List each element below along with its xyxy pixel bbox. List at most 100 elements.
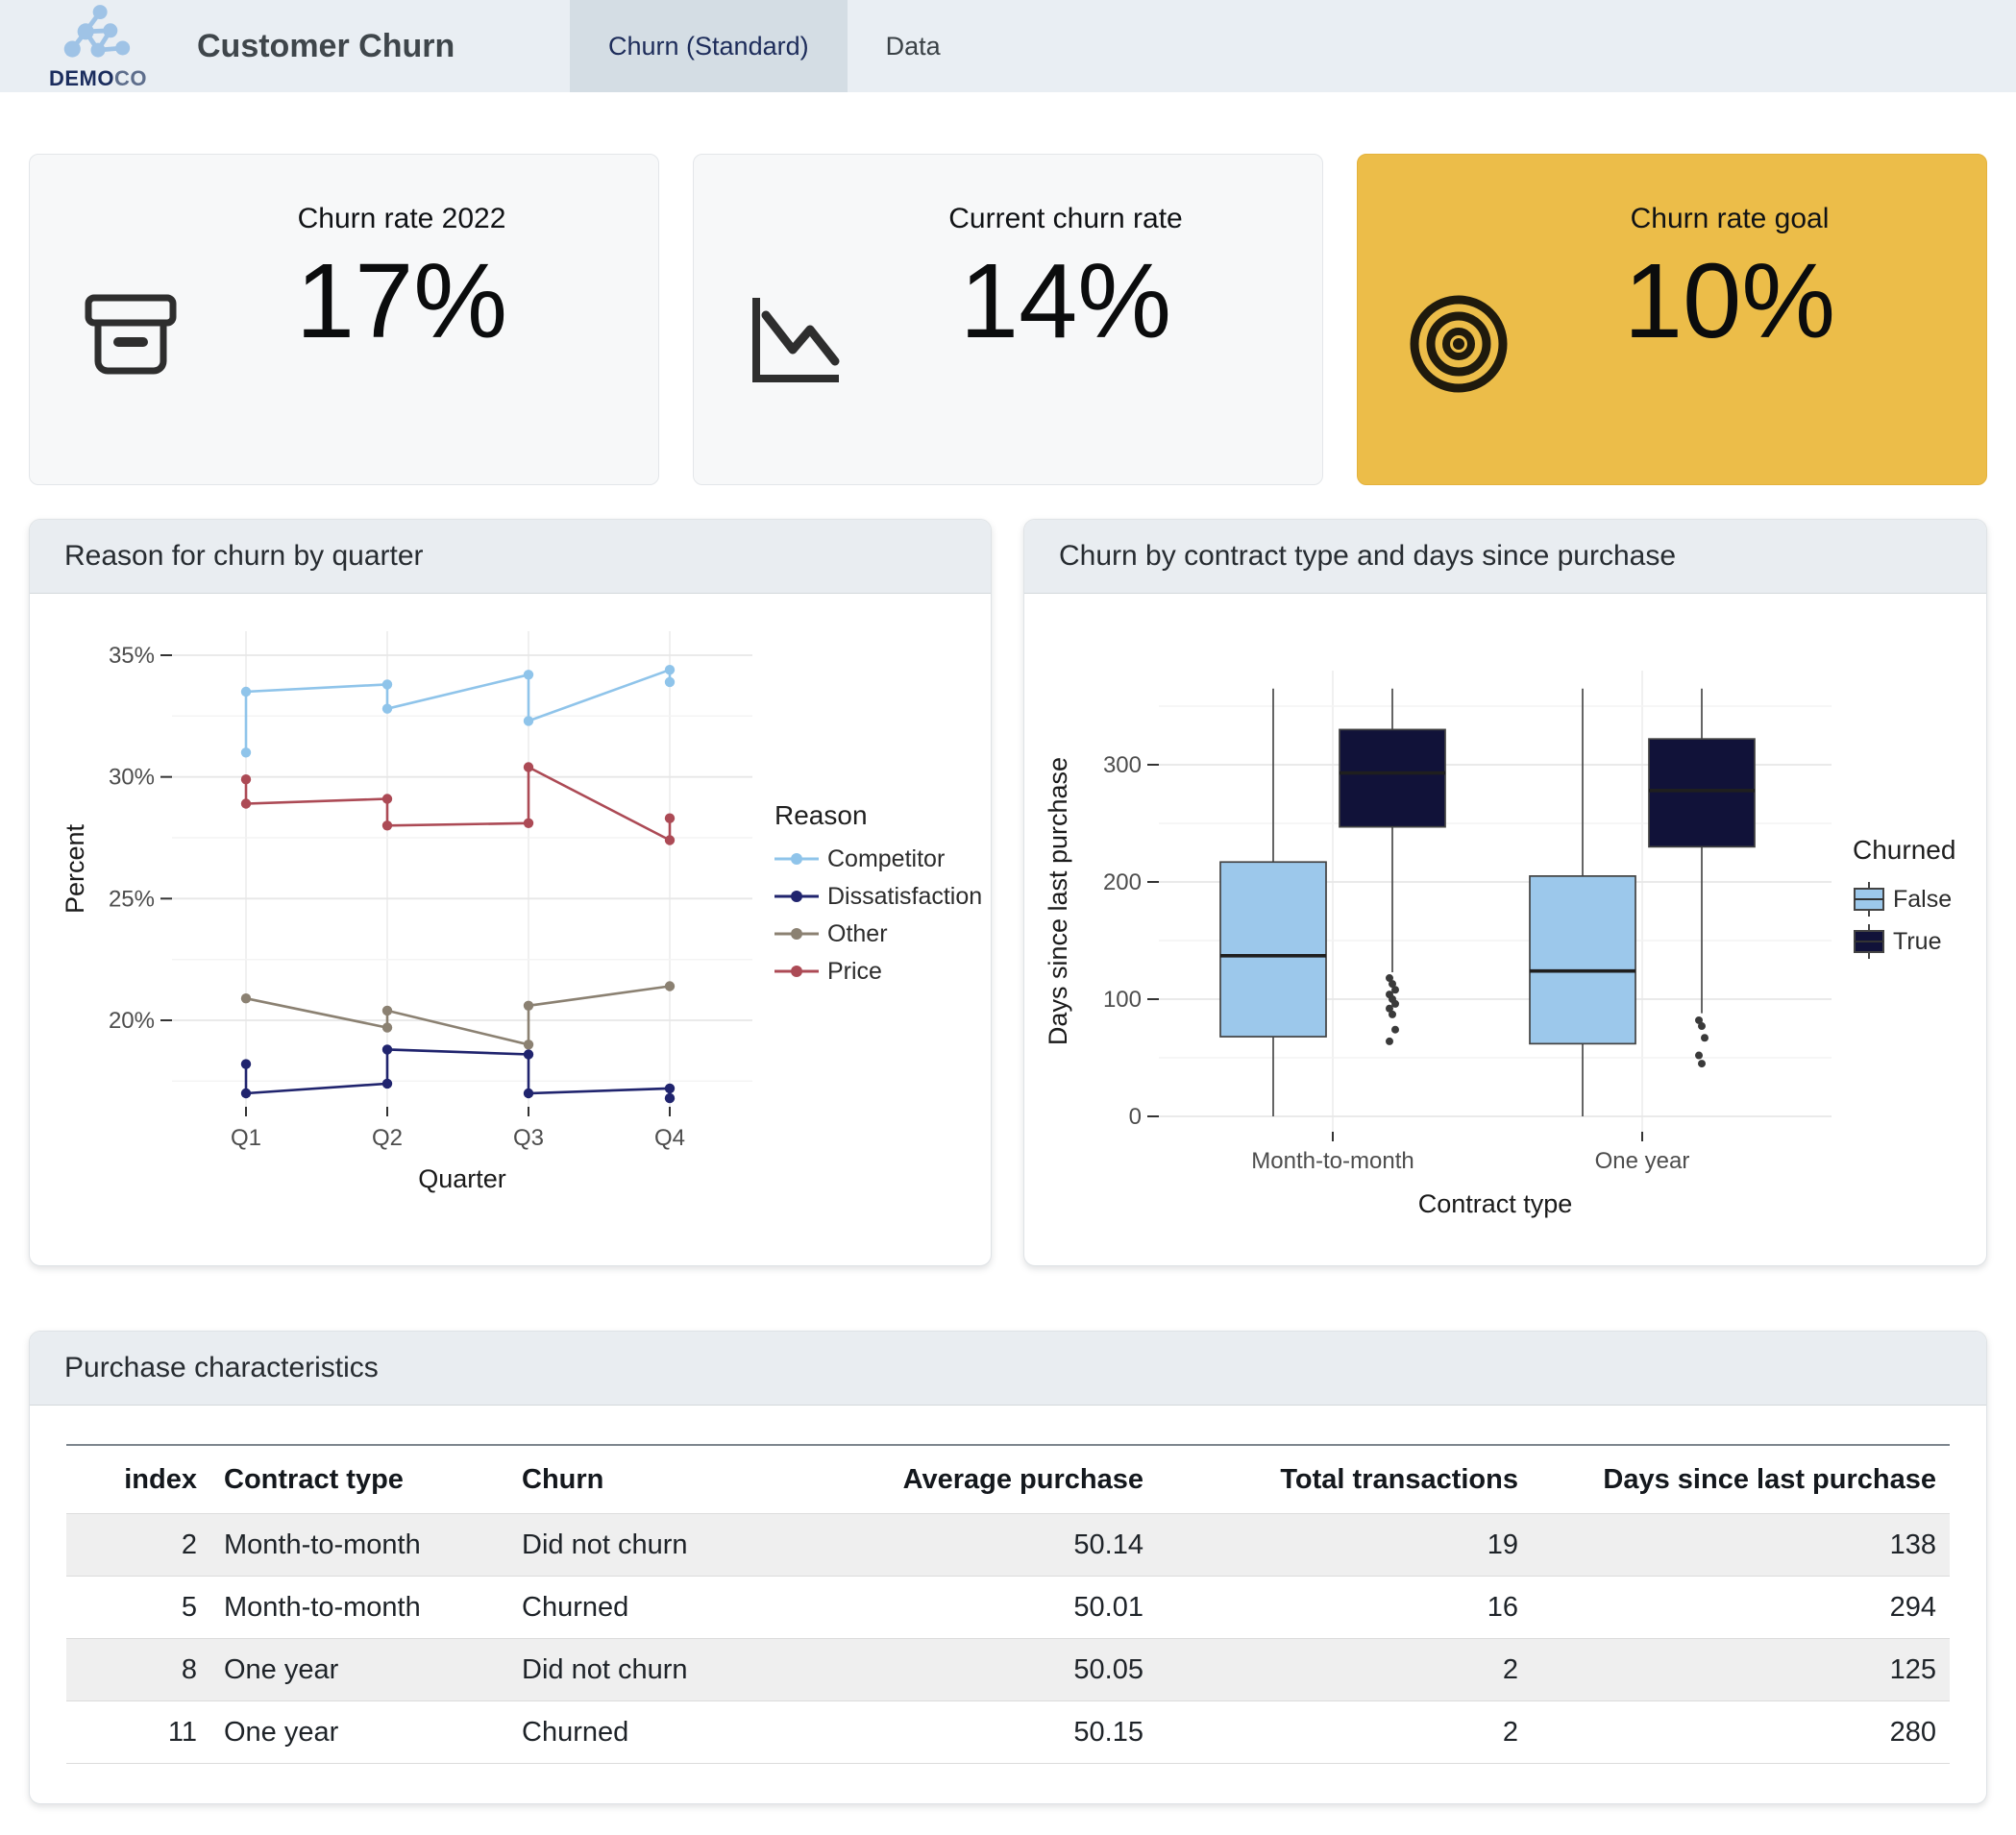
y-tick-label: 35% bbox=[109, 643, 155, 669]
archive-box-icon bbox=[73, 284, 188, 400]
outlier-point bbox=[1698, 1060, 1706, 1068]
table-header-cell: Contract type bbox=[224, 1463, 404, 1495]
x-axis-title: Quarter bbox=[418, 1164, 506, 1193]
legend-label-other: Other bbox=[827, 920, 888, 947]
x-tick-label: Q2 bbox=[372, 1125, 403, 1151]
x-tick-label: Month-to-month bbox=[1251, 1148, 1414, 1174]
tab-churn-standard[interactable]: Churn (Standard) bbox=[570, 0, 848, 92]
purchase-characteristics-card: Purchase characteristics index Contract t… bbox=[29, 1331, 1987, 1804]
y-tick-label: 30% bbox=[109, 765, 155, 791]
outlier-point bbox=[1695, 1015, 1703, 1024]
table-cell: 50.05 bbox=[1073, 1653, 1143, 1685]
kpi-value: 10% bbox=[1623, 242, 1836, 360]
x-axis-title: Contract type bbox=[1418, 1189, 1573, 1218]
legend-label-true: True bbox=[1893, 928, 1941, 955]
box-month-to-month-true bbox=[1339, 688, 1446, 1045]
kpi-title: Current churn rate bbox=[948, 203, 1183, 234]
table-row: 2 Month-to-month Did not churn 50.14 19 138 bbox=[66, 1513, 1950, 1576]
table-cell: 50.14 bbox=[1073, 1529, 1143, 1560]
table-cell: One year bbox=[224, 1716, 339, 1748]
outlier-point bbox=[1391, 1025, 1399, 1034]
tab-bar: Churn (Standard) Data bbox=[570, 0, 979, 92]
table-cell: 11 bbox=[167, 1716, 197, 1748]
kpi-card-churn-rate-goal: Churn rate goal 10% bbox=[1357, 154, 1987, 485]
table-cell: 138 bbox=[1889, 1529, 1936, 1560]
table-cell: Month-to-month bbox=[224, 1529, 421, 1560]
company-logo: DEMOCO bbox=[35, 4, 161, 91]
outlier-point bbox=[1391, 999, 1399, 1008]
table-cell: Did not churn bbox=[522, 1529, 688, 1560]
table-header-cell: index bbox=[124, 1463, 197, 1495]
outlier-point bbox=[1695, 1051, 1703, 1060]
kpi-card-current-churn-rate: Current churn rate 14% bbox=[693, 154, 1323, 485]
chart-line-down-icon bbox=[737, 284, 852, 400]
y-tick-label: 200 bbox=[1103, 869, 1142, 895]
series-dissatisfaction bbox=[240, 1044, 676, 1104]
outlier-point bbox=[1698, 1022, 1706, 1031]
table-cell: 294 bbox=[1889, 1591, 1936, 1623]
logo-wordmark: DEMOCO bbox=[49, 66, 147, 90]
table-cell: Did not churn bbox=[522, 1653, 688, 1685]
churn-boxplot-card: Churn by contract type and days since pu… bbox=[1023, 519, 1987, 1266]
table-cell: 125 bbox=[1889, 1653, 1936, 1685]
table-cell: 280 bbox=[1889, 1716, 1936, 1748]
card-header: Purchase characteristics bbox=[30, 1332, 1986, 1406]
table-cell: 50.01 bbox=[1073, 1591, 1143, 1623]
legend-title: Churned bbox=[1853, 835, 1955, 865]
tab-data[interactable]: Data bbox=[885, 31, 941, 61]
outlier-point bbox=[1386, 974, 1393, 983]
kpi-title: Churn rate goal bbox=[1630, 203, 1830, 234]
table-header-cell: Average purchase bbox=[902, 1463, 1143, 1495]
table-row: 5 Month-to-month Churned 50.01 16 294 bbox=[66, 1576, 1950, 1638]
legend: Churned False True bbox=[1853, 835, 1955, 959]
table-cell: 5 bbox=[181, 1591, 197, 1623]
card-header: Churn by contract type and days since pu… bbox=[1024, 520, 1986, 594]
outlier-point bbox=[1386, 1004, 1393, 1013]
series-price bbox=[240, 762, 676, 845]
table-header-row: index Contract type Churn Average purchase T… bbox=[66, 1444, 1950, 1513]
table-cell: 2 bbox=[1502, 1716, 1518, 1748]
table-cell: 19 bbox=[1487, 1529, 1518, 1560]
table-row: 11 One year Churned 50.15 2 280 bbox=[66, 1700, 1950, 1764]
table-header-cell: Total transactions bbox=[1280, 1463, 1518, 1495]
kpi-value: 14% bbox=[959, 242, 1172, 360]
series-other bbox=[240, 981, 676, 1050]
outlier-point bbox=[1389, 1010, 1396, 1018]
box-month-to-month-false bbox=[1219, 688, 1327, 1116]
table-cell: 8 bbox=[181, 1653, 197, 1685]
table-cell: 2 bbox=[181, 1529, 197, 1560]
x-tick-label: Q3 bbox=[513, 1125, 544, 1151]
box-one-year-false bbox=[1529, 688, 1636, 1116]
page-title: Customer Churn bbox=[197, 28, 455, 64]
y-tick-label: 20% bbox=[109, 1008, 155, 1034]
target-icon bbox=[1401, 284, 1516, 400]
molecule-logo-icon bbox=[54, 5, 142, 67]
outlier-point bbox=[1386, 1037, 1393, 1045]
churn-box-chart: 300 200 100 0 Month-to-month One year Contract… bbox=[1044, 671, 1955, 1218]
reason-line-chart: 35% 30% 25% 20% Q1 Q2 Q3 Q4 Quarter Percent Reason… bbox=[61, 631, 982, 1193]
outlier-point bbox=[1701, 1034, 1709, 1042]
series-competitor bbox=[240, 665, 676, 758]
table-header-cell: Days since last purchase bbox=[1603, 1463, 1936, 1495]
kpi-title: Churn rate 2022 bbox=[297, 203, 506, 234]
y-tick-label: 0 bbox=[1129, 1104, 1142, 1130]
outlier-point bbox=[1391, 986, 1399, 994]
y-tick-label: 300 bbox=[1103, 752, 1142, 778]
table-cell: 50.15 bbox=[1073, 1716, 1143, 1748]
legend: Reason Competitor Dissatisfaction Other Pric… bbox=[774, 800, 982, 985]
gridlines bbox=[172, 631, 752, 1107]
table-cell: Month-to-month bbox=[224, 1591, 421, 1623]
legend-title: Reason bbox=[774, 800, 868, 830]
y-tick-label: 25% bbox=[109, 886, 155, 912]
outlier-point bbox=[1389, 980, 1396, 989]
axes: 35% 30% 25% 20% Q1 Q2 Q3 Q4 Quarter Percent bbox=[61, 643, 685, 1193]
legend-label-false: False bbox=[1893, 886, 1952, 913]
axes: 300 200 100 0 Month-to-month One year Contract… bbox=[1044, 752, 1689, 1218]
kpi-card-churn-rate-2022: Churn rate 2022 17% bbox=[29, 154, 659, 485]
x-tick-label: Q4 bbox=[654, 1125, 685, 1151]
table-cell: Churned bbox=[522, 1591, 629, 1623]
y-tick-label: 100 bbox=[1103, 987, 1142, 1013]
table-cell: 2 bbox=[1502, 1653, 1518, 1685]
legend-label-price: Price bbox=[827, 958, 882, 985]
